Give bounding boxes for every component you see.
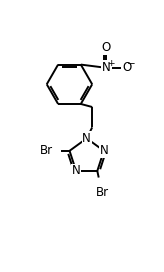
Text: O: O: [122, 61, 131, 74]
Text: N: N: [72, 165, 81, 177]
Text: −: −: [127, 59, 136, 69]
Text: Br: Br: [40, 144, 53, 157]
Text: +: +: [107, 59, 114, 68]
Text: Br: Br: [95, 186, 109, 199]
Text: O: O: [102, 41, 111, 54]
Text: N: N: [82, 132, 91, 145]
Text: N: N: [100, 144, 108, 157]
Text: N: N: [102, 61, 111, 74]
